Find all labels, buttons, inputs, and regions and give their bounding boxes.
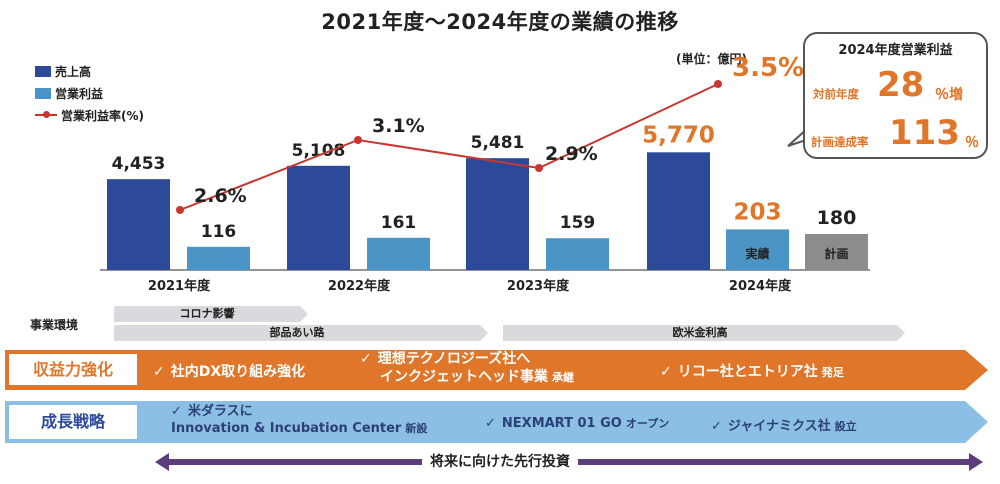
check-icon: ✓ — [171, 404, 182, 419]
check-icon: ✓ — [711, 419, 722, 434]
growth-label: 成長戦略 — [9, 405, 137, 439]
profitability-item-etria-suffix: 発足 — [821, 366, 844, 379]
profitability-label: 収益力強化 — [9, 354, 137, 385]
x-tick-label: 2023年度 — [507, 278, 570, 294]
sales-value-label: 5,770 — [642, 122, 715, 148]
chart-plot: 4,453 116 2021年度 5,108 161 2022年度 5,481 159 2023… — [100, 53, 870, 294]
covid-arrow-shape — [114, 306, 308, 322]
callout-title: 2024年度営業利益 — [838, 43, 953, 58]
legend-swatch-margin — [35, 111, 57, 118]
margin-point — [535, 164, 543, 172]
plan-bar — [805, 234, 868, 270]
growth-item-jainamics-text: ジャイナミクス社 — [727, 419, 831, 434]
profit-value-label: 161 — [381, 213, 417, 233]
sales-value-label: 4,453 — [112, 154, 166, 174]
callout-box: 2024年度営業利益 対前年度 28 ％増 計画達成率 113 ％ — [803, 32, 988, 159]
margin-value-label: 2.6% — [194, 185, 247, 207]
profit-value-label: 116 — [201, 222, 237, 242]
profitability-item-dx-text: 社内DX取り組み強化 — [170, 364, 306, 380]
profit-bar — [367, 237, 430, 270]
growth-item-dallas-line1: 米ダラスに — [187, 404, 253, 419]
profit-bar — [546, 238, 609, 270]
margin-value-label: 3.1% — [372, 115, 425, 137]
covid-label: コロナ影響 — [179, 307, 235, 320]
growth-band-shape — [5, 401, 988, 443]
parts-label: 部品あい路 — [269, 326, 325, 339]
legend-swatch-sales — [35, 65, 51, 77]
growth-item-dallas-suffix: 新設 — [405, 422, 428, 435]
callout-yoy-label: 対前年度 — [813, 87, 859, 101]
callout-yoy-value: 28 — [877, 65, 925, 105]
profitability-item-inkjet: ✓ 理想テクノロジーズ社へ インクジェットヘッド事業 承継 — [360, 350, 574, 387]
callout-plan-suffix: ％ — [965, 135, 979, 151]
check-icon: ✓ — [360, 351, 372, 367]
profitability-item-dx: ✓ 社内DX取り組み強化 — [153, 361, 305, 381]
margin-point — [176, 206, 184, 214]
margin-line — [179, 83, 719, 211]
check-icon: ✓ — [660, 364, 672, 380]
legend-item-sales: 売上高 — [35, 60, 144, 82]
plan-bar-text: 計画 — [824, 246, 848, 261]
check-icon: ✓ — [153, 364, 165, 380]
growth-item-dallas-line2: Innovation & Incubation Center — [171, 421, 402, 436]
profitability-item-inkjet-line2: インクジェットヘッド事業 — [380, 369, 548, 385]
legend-item-profit: 営業利益 — [35, 82, 144, 104]
legend-item-margin: 営業利益率(%) — [35, 104, 144, 126]
profit-value-label: 159 — [560, 213, 596, 233]
growth-item-jainamics: ✓ ジャイナミクス社 設立 — [711, 415, 857, 434]
profit-value-label: 203 — [733, 199, 781, 225]
profitability-band-shape — [5, 350, 988, 390]
rates-label: 欧米金利高 — [672, 326, 728, 339]
legend-swatch-profit — [35, 87, 51, 99]
growth-item-nexmart-text: NEXMART 01 GO — [501, 416, 622, 431]
legend: 売上高 営業利益 営業利益率(%) — [35, 60, 144, 126]
growth-item-dallas: ✓ 米ダラスに Innovation & Incubation Center 新設 — [171, 403, 427, 437]
growth-item-nexmart: ✓ NEXMART 01 GO オープン — [485, 415, 669, 431]
callout-yoy-suffix: ％増 — [935, 87, 963, 103]
profitability-item-etria: ✓ リコー社とエトリア社 発足 — [660, 361, 844, 381]
margin-point — [354, 136, 362, 144]
profit-bar — [726, 229, 789, 270]
rates-arrow-shape — [503, 325, 905, 341]
environment-label: 事業環境 — [30, 318, 79, 332]
actual-bar-text: 実績 — [745, 246, 769, 261]
profitability-item-etria-text: リコー社とエトリア社 — [677, 364, 818, 380]
future-investment-text: 将来に向けた先行投資 — [422, 454, 578, 470]
growth-item-jainamics-suffix: 設立 — [834, 420, 857, 433]
margin-point — [714, 80, 722, 88]
profitability-item-inkjet-line1: 理想テクノロジーズ社へ — [377, 351, 531, 367]
margin-value-label: 3.5% — [732, 53, 804, 83]
plan-value-label: 180 — [817, 207, 857, 229]
sales-bar — [647, 152, 710, 270]
sales-bar — [107, 179, 170, 270]
sales-bar — [466, 158, 529, 270]
legend-label-sales: 売上高 — [55, 64, 92, 79]
legend-label-margin: 営業利益率(%) — [61, 108, 144, 123]
sales-bar — [287, 165, 350, 270]
sales-value-label: 5,481 — [471, 133, 525, 153]
callout-plan-label: 計画達成率 — [811, 135, 869, 149]
profitability-item-inkjet-suffix: 承継 — [552, 371, 574, 384]
x-tick-label: 2022年度 — [328, 278, 391, 294]
unit-label: (単位：億円) — [676, 52, 747, 66]
x-tick-label: 2021年度 — [148, 278, 211, 294]
parts-arrow-shape — [114, 325, 488, 341]
margin-value-label: 2.9% — [545, 143, 598, 165]
future-investment-label: 将来に向けた先行投資 — [0, 452, 1000, 472]
callout-plan-value: 113 — [889, 113, 960, 153]
check-icon: ✓ — [485, 416, 496, 431]
sales-value-label: 5,108 — [292, 141, 346, 161]
x-tick-label: 2024年度 — [729, 278, 792, 294]
chart-title: 2021年度～2024年度の業績の推移 — [321, 10, 679, 34]
growth-item-nexmart-suffix: オープン — [625, 417, 670, 430]
profit-bar — [187, 246, 250, 270]
legend-label-profit: 営業利益 — [55, 86, 104, 101]
